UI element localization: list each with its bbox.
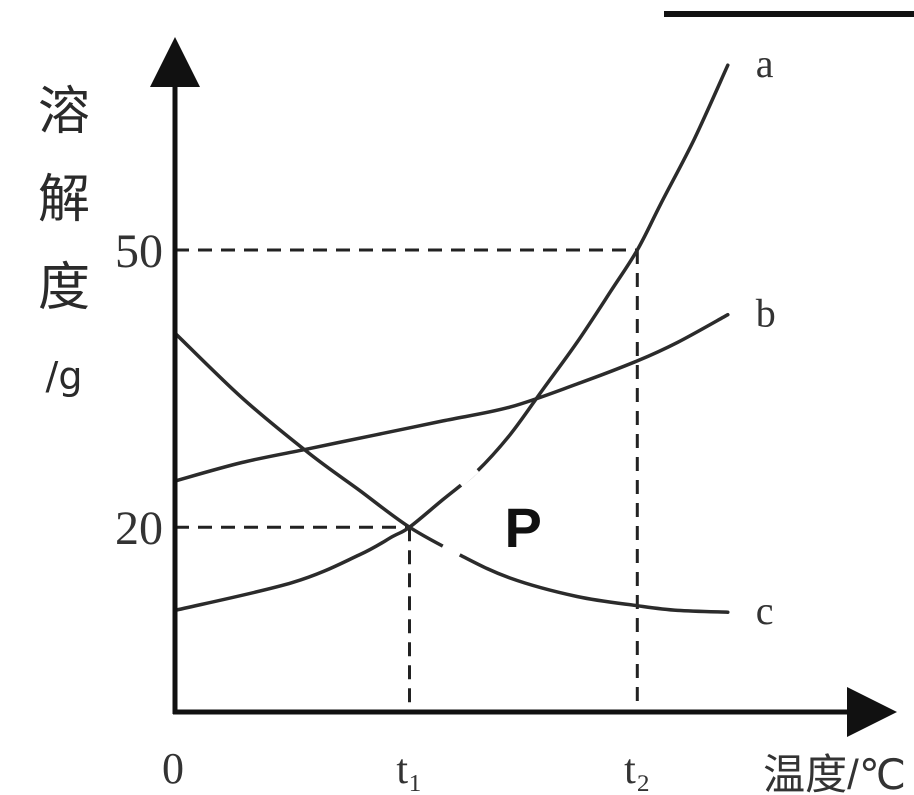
x-tick-label-t1: t₁ — [396, 747, 422, 793]
x-tick-label-t2: t₂ — [624, 747, 650, 793]
chart-labels: a b c 50 20 t₁ t₂ 0 温度/℃ P — [115, 41, 906, 795]
intersection-label-p: P — [505, 496, 542, 559]
curve-c — [173, 331, 730, 614]
guide-lines — [175, 248, 639, 712]
origin-label: 0 — [162, 744, 184, 793]
series-label-b: b — [756, 291, 776, 336]
curve-a-gap — [457, 465, 480, 487]
y-axis-label-char: 溶 — [37, 82, 90, 142]
curve-c-gap — [441, 542, 462, 559]
y-tick-label-20: 20 — [115, 502, 163, 555]
series-label-a: a — [756, 41, 774, 86]
series-label-c: c — [756, 588, 774, 633]
curve-b — [173, 312, 730, 483]
axes — [150, 11, 914, 737]
x-axis-label: 温度/℃ — [763, 751, 906, 795]
series-curves — [173, 63, 730, 614]
curve-a — [173, 63, 730, 613]
y-axis-label-char: /g — [45, 354, 83, 398]
y-axis-label-char: 度 — [37, 258, 90, 318]
y-axis-label-char: 解 — [37, 170, 90, 230]
y-tick-label-50: 50 — [115, 225, 163, 278]
